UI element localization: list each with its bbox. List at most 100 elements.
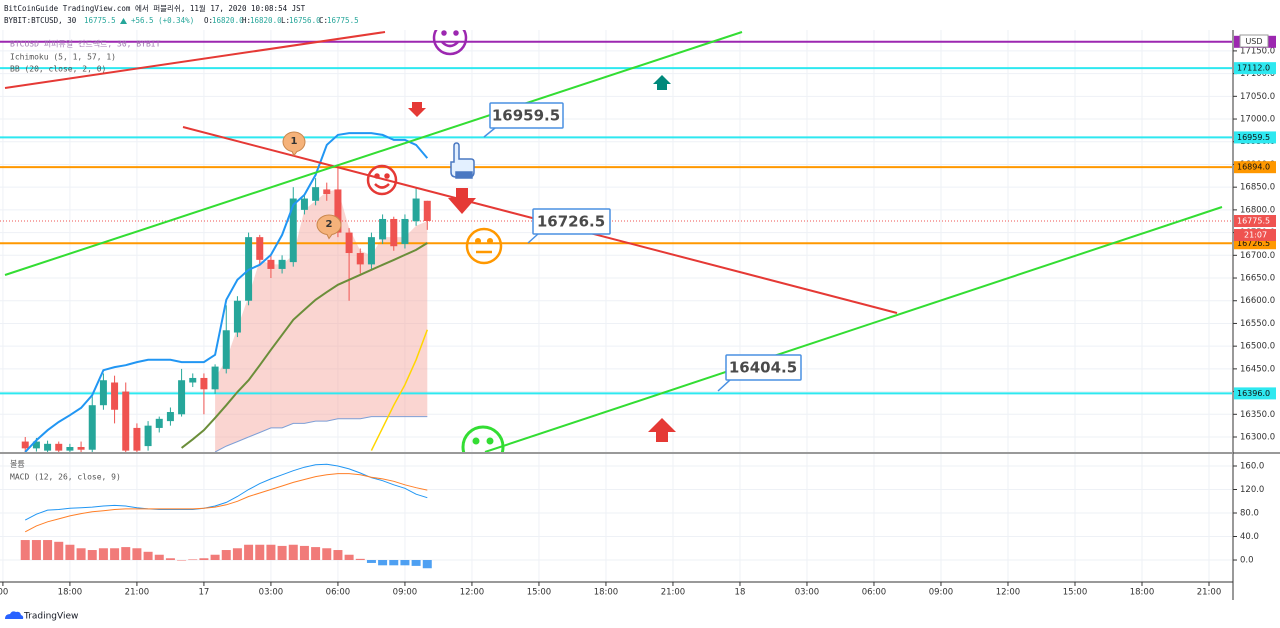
change: +56.5 (+0.34%): [131, 16, 194, 25]
histogram-bar: [288, 544, 298, 561]
x-tick-label: 12:00: [996, 588, 1021, 598]
cloud-edge: [214, 416, 428, 452]
indicator-line: [370, 329, 429, 451]
histogram-bar: [378, 560, 388, 566]
macd-pane: [20, 463, 432, 569]
candle-body: [122, 391, 130, 451]
x-tick-label: 18: [735, 588, 746, 598]
price-label: 16894.0: [1237, 163, 1270, 172]
y-tick-label: 16800.0: [1240, 205, 1275, 215]
price-label-box: [1234, 215, 1276, 228]
ohlc-label: O:: [204, 16, 213, 25]
candle-body: [267, 259, 275, 269]
callout: 16959.5: [483, 102, 564, 138]
ohlc-value: 16756.0: [289, 16, 321, 25]
candle-body: [211, 366, 219, 390]
histogram-bar: [400, 560, 410, 566]
axis-unit: USD: [1245, 37, 1262, 46]
arrow-down: [408, 102, 426, 117]
y-tick-label: 0.0: [1240, 556, 1254, 566]
candle-body: [390, 218, 398, 247]
price-label: 16775.5: [1237, 217, 1270, 226]
candle-body: [278, 259, 286, 269]
histogram-bar: [188, 559, 198, 561]
legend-symbol: BTCUSD 퍼퍼튜얼 컨트랙트, 30, BYBIT: [10, 39, 161, 49]
badge: 2: [316, 214, 342, 240]
legend-indicator: MACD (12, 26, close, 9): [10, 473, 121, 482]
histogram-bar: [232, 548, 242, 561]
callout: 16726.5: [527, 208, 611, 244]
grid-main: [0, 30, 1232, 452]
candle-body: [77, 447, 85, 450]
histogram-bar: [311, 547, 321, 561]
candle-body: [111, 382, 119, 410]
ohlc-value: 16820.0: [250, 16, 282, 25]
histogram-bar: [299, 545, 309, 561]
candle-body: [412, 198, 420, 222]
candle-body: [289, 198, 297, 263]
indicator-line: [24, 132, 429, 452]
ohlc-label: C:: [319, 16, 328, 25]
y-tick-label: 40.0: [1240, 532, 1259, 542]
y-tick-label: 16700.0: [1240, 251, 1275, 261]
histogram-bar: [210, 554, 220, 561]
legend-indicator: Ichimoku (5, 1, 57, 1): [10, 53, 116, 62]
histogram-bar: [87, 550, 97, 561]
x-tick-label: 15:00: [527, 588, 552, 598]
macd-line: [24, 463, 428, 521]
y-tick-label: 16600.0: [1240, 296, 1275, 306]
candle-body: [345, 232, 353, 254]
countdown-box: [1234, 229, 1276, 242]
badge-text: 2: [326, 219, 333, 230]
countdown: 21:07: [1244, 231, 1267, 240]
candle-body: [32, 441, 40, 449]
y-tick-label: 17050.0: [1240, 92, 1275, 102]
candle-body: [21, 441, 29, 449]
candle-body: [367, 237, 375, 265]
callout-text: 16404.5: [729, 359, 797, 377]
histogram-bar: [244, 544, 254, 561]
histogram-bar: [98, 548, 108, 561]
ohlc-label: H:: [242, 16, 251, 25]
macd-line: [24, 473, 428, 533]
candle-body: [334, 189, 342, 233]
histogram-bar: [54, 541, 64, 561]
price-pane: [0, 40, 1232, 452]
histogram-bar: [355, 558, 365, 561]
footer-brand: TradingView: [23, 612, 78, 622]
histogram-bar: [20, 540, 30, 561]
histogram-bar: [165, 558, 175, 561]
price-label: 16396.0: [1237, 389, 1270, 398]
candle-body: [66, 447, 74, 451]
y-tick-label: 16850.0: [1240, 183, 1275, 193]
price-axis: 00 18:00 21:00 17 03:00 06:00 09:00 12:00 15:00 1…: [0, 46, 1275, 597]
histogram-bar: [121, 547, 131, 561]
y-tick-label: 16350.0: [1240, 410, 1275, 420]
x-tick-label: 17: [199, 588, 210, 598]
hand-icon: [450, 142, 475, 179]
y-tick-label: 160.0: [1240, 461, 1264, 471]
candle-body: [200, 377, 208, 390]
badge: 1: [282, 131, 306, 157]
histogram-bar: [389, 560, 399, 566]
candle-body: [155, 418, 163, 428]
histogram-bar: [411, 560, 421, 566]
smiley: [461, 425, 505, 452]
histogram-bar: [110, 548, 120, 561]
histogram-bar: [31, 540, 41, 561]
callout-text: 16959.5: [492, 107, 560, 125]
x-tick-label: 06:00: [326, 588, 351, 598]
x-tick-label: 18:00: [594, 588, 619, 598]
y-tick-label: 120.0: [1240, 485, 1264, 495]
ohlc-value: 16775.5: [327, 16, 359, 25]
legend-indicator: 볼륨: [10, 459, 25, 469]
x-tick-label: 09:00: [929, 588, 954, 598]
price-label-box: [1234, 131, 1276, 144]
ohlc: O:16820.0H:16820.0 L:16756.0C:16775.5: [204, 16, 359, 25]
y-tick-label: 16650.0: [1240, 274, 1275, 284]
candle-body: [356, 253, 364, 265]
histogram-bar: [199, 558, 209, 561]
candle-body: [423, 200, 431, 222]
